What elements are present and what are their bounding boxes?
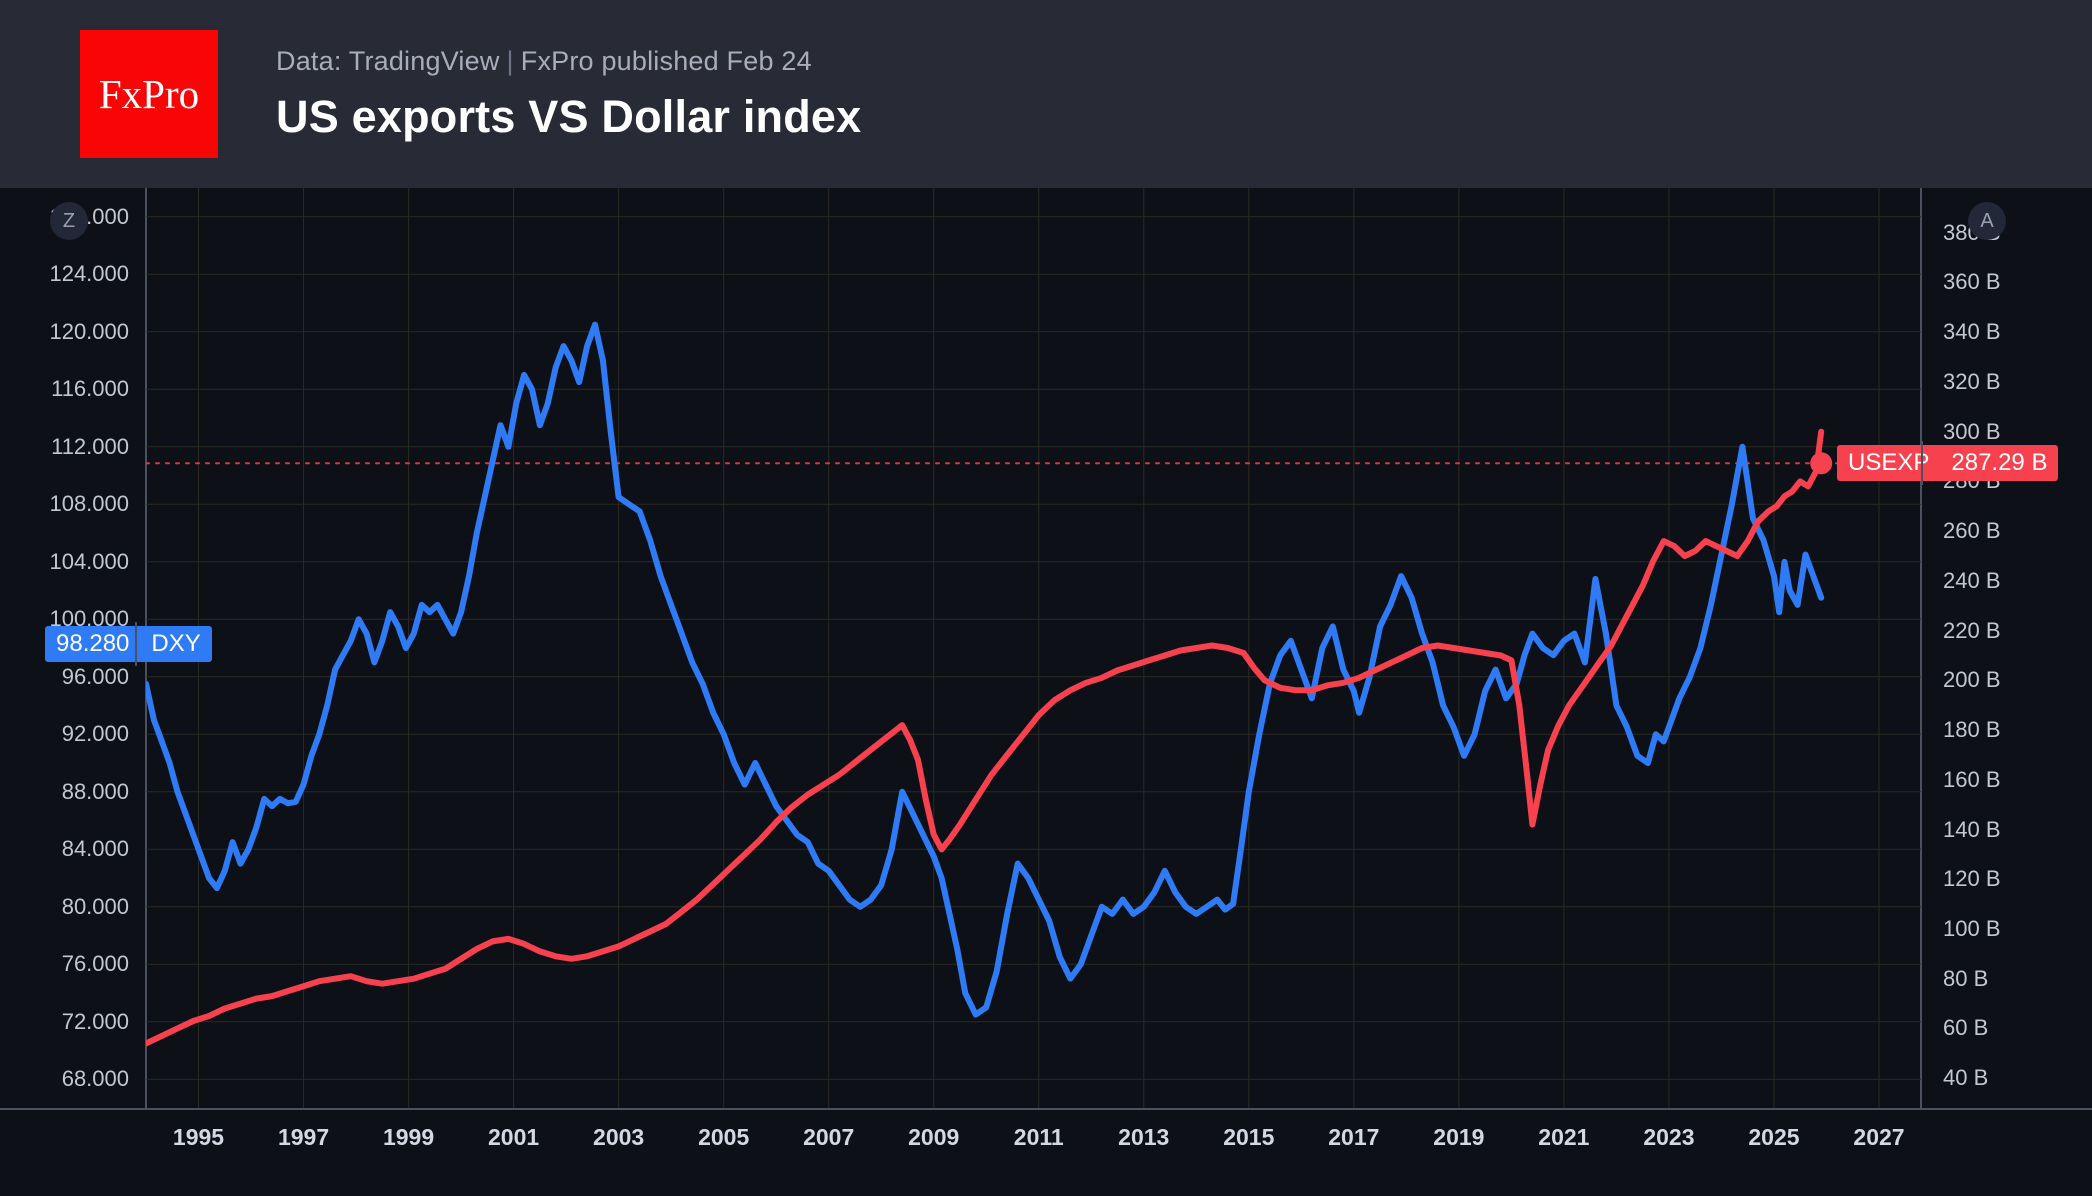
right-axis-divider bbox=[1920, 188, 1922, 1108]
right-axis-tick: 240 B bbox=[1943, 567, 2001, 593]
right-axis-tick: 260 B bbox=[1943, 518, 2001, 544]
usexp-price-value: 287.29 B bbox=[1951, 449, 2048, 477]
right-axis-tick: 300 B bbox=[1943, 418, 2001, 444]
header-subtitle: Data: TradingView | FxPro published Feb 24 bbox=[276, 46, 861, 77]
left-axis-tick: 124.000 bbox=[49, 261, 129, 287]
header-text-block: Data: TradingView | FxPro published Feb 24… bbox=[276, 46, 861, 143]
x-axis-tick: 2007 bbox=[803, 1124, 855, 1150]
right-axis-tick: 100 B bbox=[1943, 915, 2001, 941]
plot-area[interactable] bbox=[146, 188, 1921, 1108]
right-axis-tick: 220 B bbox=[1943, 617, 2001, 643]
x-axis-tick: 2005 bbox=[698, 1124, 750, 1150]
left-axis-tick: 88.000 bbox=[61, 778, 129, 804]
badge-axis-line bbox=[135, 621, 137, 666]
auto-scale-button[interactable]: A bbox=[1968, 202, 2006, 240]
left-axis-tick: 112.000 bbox=[51, 433, 129, 459]
x-axis-tick: 2021 bbox=[1538, 1124, 1590, 1150]
right-axis-tick: 140 B bbox=[1943, 816, 2001, 842]
left-axis-tick: 108.000 bbox=[49, 491, 129, 517]
x-axis-tick: 2003 bbox=[593, 1124, 645, 1150]
left-axis-tick: 104.000 bbox=[49, 548, 129, 574]
chart-container: 68.000 72.000 76.000 80.000 84.000 88.000 92.0… bbox=[0, 188, 2092, 1196]
x-axis-tick: 2011 bbox=[1013, 1124, 1064, 1150]
left-price-axis[interactable]: 68.000 72.000 76.000 80.000 84.000 88.000 92.0… bbox=[0, 188, 146, 1108]
fxpro-logo: FxPro bbox=[80, 30, 218, 158]
right-axis-tick: 60 B bbox=[1943, 1015, 1989, 1041]
x-axis-tick: 2027 bbox=[1853, 1124, 1905, 1150]
right-axis-tick: 180 B bbox=[1943, 717, 2001, 743]
x-axis-tick: 2009 bbox=[908, 1124, 960, 1150]
dxy-price-badge[interactable]: 98.280 DXY bbox=[45, 621, 212, 666]
right-axis-tick: 360 B bbox=[1943, 269, 2001, 295]
right-axis-tick: 80 B bbox=[1943, 965, 1989, 991]
right-axis-tick: 120 B bbox=[1943, 866, 2001, 892]
right-axis-tick: 40 B bbox=[1943, 1065, 1989, 1091]
left-axis-tick: 72.000 bbox=[61, 1008, 129, 1034]
x-axis-tick: 2019 bbox=[1433, 1124, 1485, 1150]
left-axis-tick: 120.000 bbox=[49, 318, 129, 344]
x-axis-tick: 1995 bbox=[172, 1124, 225, 1150]
x-axis-tick: 2025 bbox=[1748, 1124, 1800, 1150]
x-axis-tick: 2015 bbox=[1223, 1124, 1275, 1150]
page-title: US exports VS Dollar index bbox=[276, 90, 862, 142]
x-axis-tick: 2001 bbox=[488, 1124, 540, 1150]
logo-text: FxPro bbox=[98, 70, 200, 117]
x-axis-labels[interactable]: 1995 1997 1999 2001 2003 2005 2007 2009 2011 2013… bbox=[0, 1110, 2092, 1196]
right-price-axis[interactable]: 40 B 60 B 80 B 100 B 120 B 140 B 160 B 180 B 200… bbox=[1921, 188, 2092, 1108]
dxy-price-value: 98.280 bbox=[56, 629, 130, 657]
chart-svg bbox=[146, 188, 1921, 1108]
left-axis-tick: 68.000 bbox=[61, 1066, 129, 1092]
x-axis-divider bbox=[0, 1108, 2092, 1110]
dxy-symbol-label: DXY bbox=[151, 629, 201, 657]
right-axis-tick: 320 B bbox=[1943, 368, 2001, 394]
usexp-symbol-label: USEXP bbox=[1848, 449, 1930, 477]
x-axis-tick: 1997 bbox=[277, 1124, 330, 1150]
right-axis-tick: 160 B bbox=[1943, 766, 2001, 792]
right-axis-tick: 200 B bbox=[1943, 667, 2001, 693]
left-axis-tick: 96.000 bbox=[61, 663, 129, 689]
subtitle-separator: | bbox=[506, 45, 514, 76]
usexp-price-badge[interactable]: USEXP 287.29 B bbox=[1837, 441, 2059, 486]
data-source-label: Data: TradingView bbox=[276, 45, 500, 76]
right-axis-tick: 340 B bbox=[1943, 319, 2001, 345]
page-header: FxPro Data: TradingView | FxPro published … bbox=[0, 0, 2092, 188]
left-axis-tick: 80.000 bbox=[61, 893, 129, 919]
publisher-label: FxPro published Feb 24 bbox=[520, 45, 812, 76]
left-axis-tick: 84.000 bbox=[61, 836, 129, 862]
badge-axis-line bbox=[1921, 441, 1923, 486]
left-axis-tick: 92.000 bbox=[61, 721, 129, 747]
x-axis-tick: 1999 bbox=[382, 1124, 435, 1150]
zoom-out-button[interactable]: Z bbox=[50, 202, 88, 240]
x-axis-tick: 2023 bbox=[1643, 1124, 1695, 1150]
left-axis-tick: 76.000 bbox=[61, 951, 129, 977]
x-axis-tick: 2013 bbox=[1118, 1124, 1170, 1150]
x-axis-tick: 2017 bbox=[1328, 1124, 1380, 1150]
left-axis-tick: 116.000 bbox=[51, 376, 129, 402]
